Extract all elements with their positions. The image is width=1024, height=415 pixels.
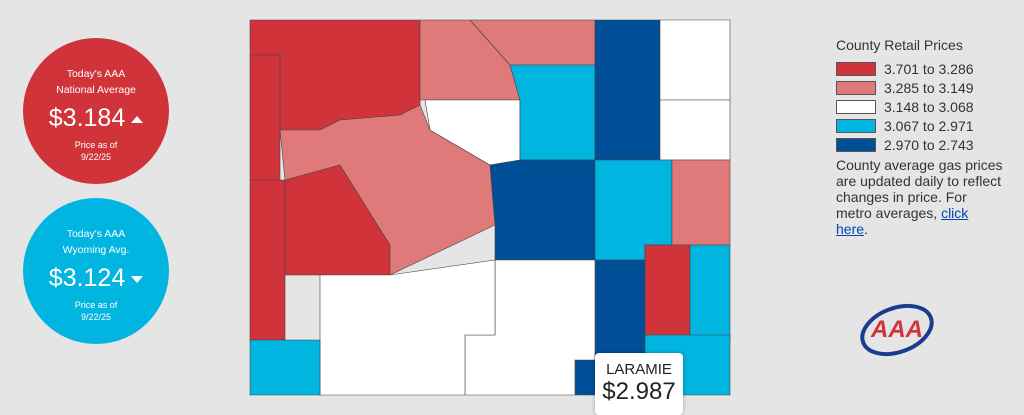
label: National Average bbox=[56, 84, 136, 96]
county[interactable] bbox=[644, 244, 691, 336]
legend-swatch bbox=[836, 99, 876, 114]
label: Today's AAA bbox=[66, 68, 126, 80]
note-text: County average gas prices are updated da… bbox=[836, 157, 1003, 221]
county[interactable] bbox=[594, 19, 661, 161]
national-average: Today's AAA National Average $3.184 Pric… bbox=[23, 38, 169, 184]
legend-item: 3.701 to 3.286 bbox=[836, 59, 1001, 78]
legend-label: 2.970 to 2.743 bbox=[884, 136, 974, 153]
legend-swatch bbox=[836, 118, 876, 133]
state-average: Today's AAA Wyoming Avg. $3.124 Price as… bbox=[23, 198, 169, 344]
legend-swatch bbox=[836, 137, 876, 152]
legend-item: 3.067 to 2.971 bbox=[836, 116, 1001, 135]
aaa-logo: AAA bbox=[860, 303, 934, 357]
price-value: $3.184 bbox=[48, 104, 126, 132]
county[interactable] bbox=[249, 54, 281, 181]
date: 9/22/25 bbox=[80, 312, 112, 322]
legend-label: 3.067 to 2.971 bbox=[884, 117, 974, 134]
note: County average gas prices are updated da… bbox=[836, 157, 1004, 237]
county[interactable] bbox=[659, 19, 731, 101]
county[interactable] bbox=[689, 244, 731, 341]
legend-swatch bbox=[836, 61, 876, 76]
up-arrow bbox=[131, 115, 144, 123]
legend: County Retail Prices 3.701 to 3.286 3.285… bbox=[836, 37, 1001, 154]
label: Today's AAA bbox=[66, 228, 126, 240]
date-label: Price as of bbox=[74, 300, 118, 310]
legend-label: 3.285 to 3.149 bbox=[884, 79, 974, 96]
tooltip-price: $2.987 bbox=[602, 378, 676, 405]
date-label: Price as of bbox=[74, 140, 118, 150]
county[interactable] bbox=[489, 159, 596, 261]
county[interactable] bbox=[671, 159, 731, 246]
county[interactable] bbox=[249, 339, 321, 396]
legend-swatch bbox=[836, 80, 876, 95]
price-value: $3.124 bbox=[48, 264, 126, 292]
legend-item: 3.285 to 3.149 bbox=[836, 78, 1001, 97]
label: Wyoming Avg. bbox=[62, 244, 130, 256]
logo-text: AAA bbox=[870, 316, 923, 343]
county[interactable] bbox=[249, 179, 286, 341]
date: 9/22/25 bbox=[80, 152, 112, 162]
legend-item: 3.148 to 3.068 bbox=[836, 97, 1001, 116]
county[interactable] bbox=[319, 259, 496, 396]
price: $3.124 bbox=[23, 264, 169, 293]
legend-label: 3.148 to 3.068 bbox=[884, 98, 974, 115]
down-arrow bbox=[131, 275, 144, 283]
county[interactable] bbox=[659, 99, 731, 161]
price: $3.184 bbox=[23, 104, 169, 133]
legend-label: 3.701 to 3.286 bbox=[884, 60, 974, 77]
legend-title: County Retail Prices bbox=[836, 37, 963, 53]
legend-item: 2.970 to 2.743 bbox=[836, 135, 1001, 154]
tooltip-county: LARAMIE bbox=[606, 361, 672, 378]
county[interactable] bbox=[509, 64, 596, 161]
legend-items: 3.701 to 3.286 3.285 to 3.149 3.148 to 3.0… bbox=[836, 59, 1001, 154]
tooltip: LARAMIE $2.987 bbox=[595, 353, 683, 415]
metro-link[interactable]: click here bbox=[836, 205, 969, 237]
note-end: . bbox=[864, 221, 868, 237]
